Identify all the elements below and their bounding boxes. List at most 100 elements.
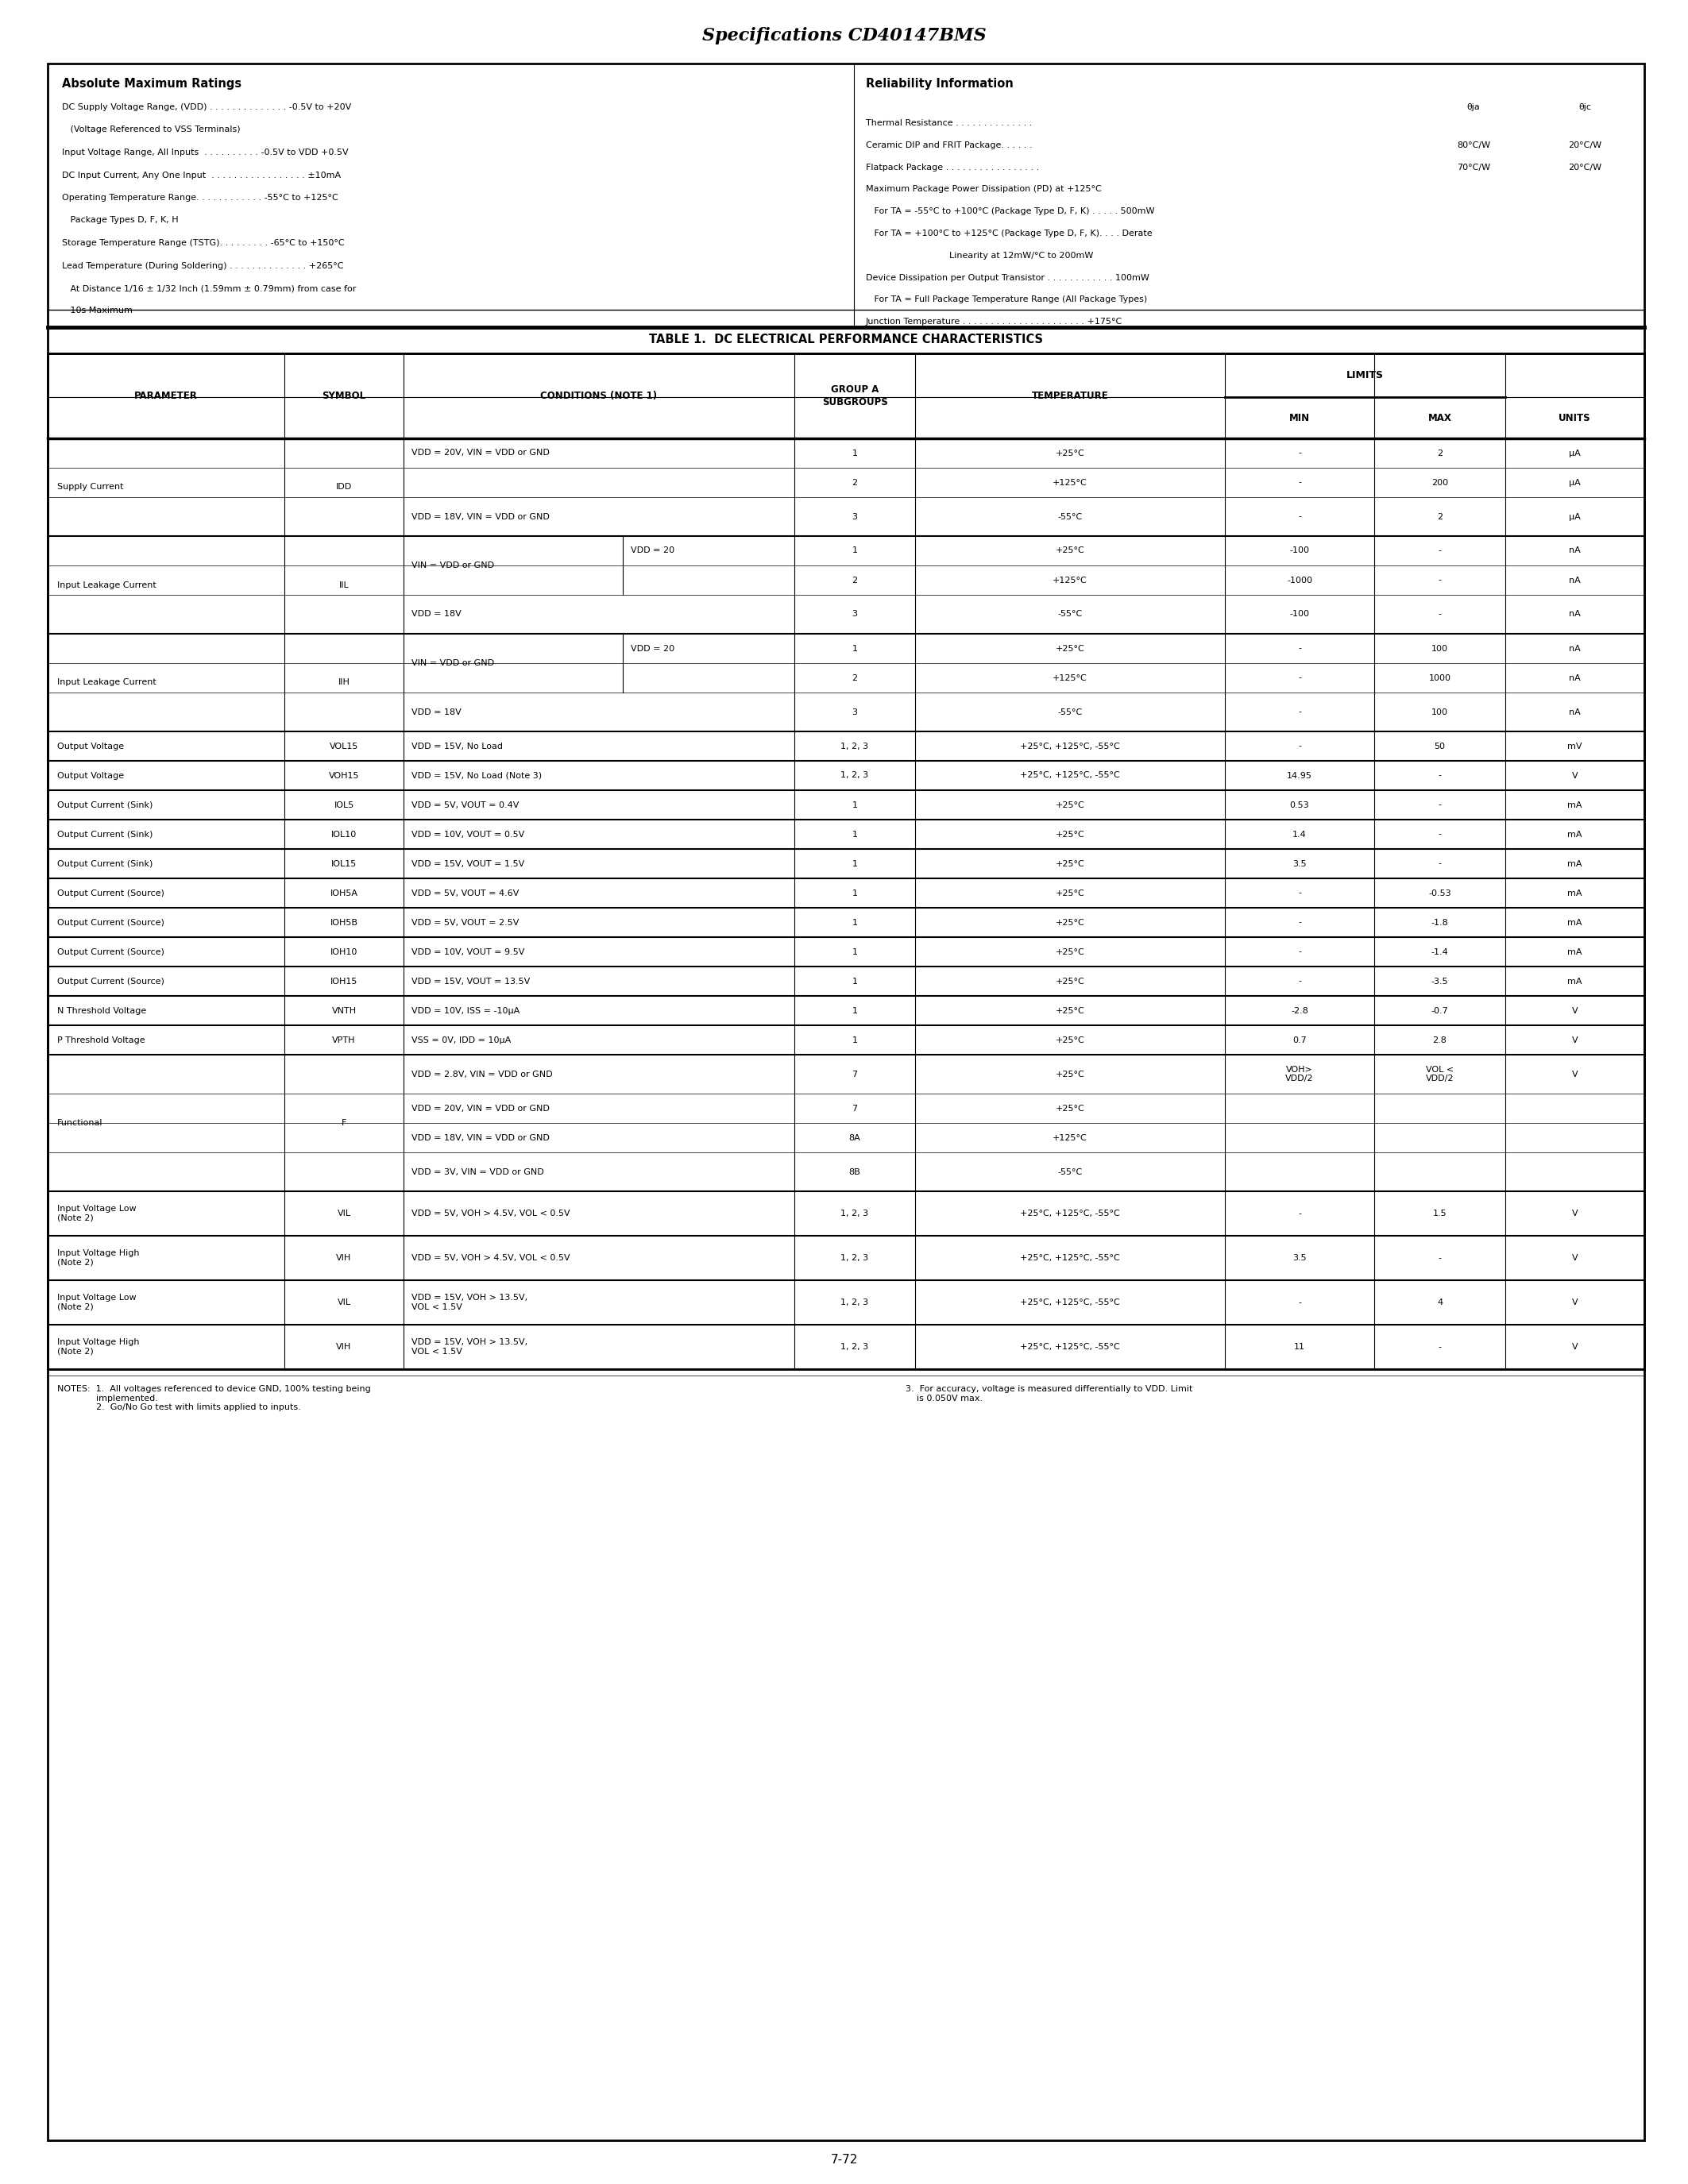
Text: DC Input Current, Any One Input  . . . . . . . . . . . . . . . . . ±10mA: DC Input Current, Any One Input . . . . …	[62, 170, 341, 179]
Text: V: V	[1572, 1299, 1578, 1306]
Text: mA: mA	[1568, 802, 1582, 808]
Text: Input Voltage High
(Note 2): Input Voltage High (Note 2)	[57, 1339, 140, 1356]
Text: 2.8: 2.8	[1433, 1035, 1447, 1044]
Text: VDD = 15V, VOH > 13.5V,
VOL < 1.5V: VDD = 15V, VOH > 13.5V, VOL < 1.5V	[412, 1293, 528, 1310]
Text: VDD = 15V, No Load (Note 3): VDD = 15V, No Load (Note 3)	[412, 771, 542, 780]
Text: +25°C, +125°C, -55°C: +25°C, +125°C, -55°C	[1020, 1254, 1119, 1262]
Text: Supply Current: Supply Current	[57, 483, 123, 491]
Text: 1, 2, 3: 1, 2, 3	[841, 1343, 869, 1352]
Text: -: -	[1438, 1343, 1442, 1352]
Text: VOL15: VOL15	[329, 743, 358, 749]
Text: 50: 50	[1435, 743, 1445, 749]
Text: 100: 100	[1431, 644, 1448, 653]
Text: 2: 2	[1436, 513, 1443, 520]
Text: 2: 2	[852, 577, 858, 583]
Text: 10s Maximum: 10s Maximum	[62, 308, 133, 314]
Text: V: V	[1572, 1035, 1578, 1044]
Text: nA: nA	[1568, 577, 1580, 583]
Text: V: V	[1572, 1254, 1578, 1262]
Text: Storage Temperature Range (TSTG). . . . . . . . . -65°C to +150°C: Storage Temperature Range (TSTG). . . . …	[62, 238, 344, 247]
Text: Junction Temperature . . . . . . . . . . . . . . . . . . . . . . +175°C: Junction Temperature . . . . . . . . . .…	[866, 319, 1123, 325]
Text: Operating Temperature Range. . . . . . . . . . . . -55°C to +125°C: Operating Temperature Range. . . . . . .…	[62, 194, 338, 201]
Text: Output Current (Sink): Output Current (Sink)	[57, 860, 154, 867]
Text: 1: 1	[852, 546, 858, 555]
Text: V: V	[1572, 1070, 1578, 1079]
Text: nA: nA	[1568, 609, 1580, 618]
Text: -: -	[1438, 802, 1442, 808]
Text: -: -	[1438, 546, 1442, 555]
Text: 3.5: 3.5	[1293, 860, 1307, 867]
Text: Ceramic DIP and FRIT Package. . . . . .: Ceramic DIP and FRIT Package. . . . . .	[866, 142, 1033, 149]
Text: VDD = 20V, VIN = VDD or GND: VDD = 20V, VIN = VDD or GND	[412, 450, 550, 456]
Text: TABLE 1.  DC ELECTRICAL PERFORMANCE CHARACTERISTICS: TABLE 1. DC ELECTRICAL PERFORMANCE CHARA…	[648, 334, 1043, 345]
Text: 0.7: 0.7	[1293, 1035, 1307, 1044]
Text: 3.  For accuracy, voltage is measured differentially to VDD. Limit
    is 0.050V: 3. For accuracy, voltage is measured dif…	[905, 1385, 1193, 1402]
Text: 0.53: 0.53	[1290, 802, 1310, 808]
Text: VDD = 15V, VOUT = 13.5V: VDD = 15V, VOUT = 13.5V	[412, 976, 530, 985]
Text: CONDITIONS (NOTE 1): CONDITIONS (NOTE 1)	[540, 391, 657, 402]
Text: -: -	[1298, 919, 1301, 926]
Text: Specifications CD40147BMS: Specifications CD40147BMS	[702, 26, 986, 44]
Text: Output Current (Source): Output Current (Source)	[57, 948, 164, 957]
Text: -100: -100	[1290, 546, 1310, 555]
Text: VIL: VIL	[338, 1299, 351, 1306]
Text: IDD: IDD	[336, 483, 353, 491]
Text: VDD = 18V, VIN = VDD or GND: VDD = 18V, VIN = VDD or GND	[412, 513, 550, 520]
Text: -2.8: -2.8	[1291, 1007, 1308, 1016]
Text: +25°C: +25°C	[1055, 1035, 1085, 1044]
Text: 3: 3	[852, 609, 858, 618]
Text: F: F	[341, 1118, 346, 1127]
Text: SYMBOL: SYMBOL	[322, 391, 366, 402]
Text: VIN = VDD or GND: VIN = VDD or GND	[412, 660, 495, 666]
Text: VDD = 15V, No Load: VDD = 15V, No Load	[412, 743, 503, 749]
Text: 70°C/W: 70°C/W	[1457, 164, 1491, 170]
Text: Lead Temperature (During Soldering) . . . . . . . . . . . . . . +265°C: Lead Temperature (During Soldering) . . …	[62, 262, 344, 269]
Text: Input Leakage Current: Input Leakage Current	[57, 581, 157, 590]
Text: V: V	[1572, 1007, 1578, 1016]
Text: -: -	[1298, 478, 1301, 487]
Text: VOL <
VDD/2: VOL < VDD/2	[1426, 1066, 1453, 1083]
Text: Output Voltage: Output Voltage	[57, 743, 123, 749]
Text: 1, 2, 3: 1, 2, 3	[841, 1210, 869, 1216]
Text: Output Current (Source): Output Current (Source)	[57, 976, 164, 985]
Text: VDD = 5V, VOUT = 4.6V: VDD = 5V, VOUT = 4.6V	[412, 889, 518, 898]
Text: 2: 2	[852, 478, 858, 487]
Text: Package Types D, F, K, H: Package Types D, F, K, H	[62, 216, 179, 225]
Text: VDD = 15V, VOH > 13.5V,
VOL < 1.5V: VDD = 15V, VOH > 13.5V, VOL < 1.5V	[412, 1339, 528, 1356]
Text: NOTES:  1.  All voltages referenced to device GND, 100% testing being
          : NOTES: 1. All voltages referenced to dev…	[57, 1385, 371, 1411]
Text: VDD = 18V: VDD = 18V	[412, 609, 461, 618]
Text: 1: 1	[852, 802, 858, 808]
Text: -: -	[1298, 644, 1301, 653]
Text: 1: 1	[852, 919, 858, 926]
Text: VIH: VIH	[336, 1343, 351, 1352]
Text: 1.4: 1.4	[1293, 830, 1307, 839]
Text: 8A: 8A	[849, 1133, 861, 1142]
Text: +25°C, +125°C, -55°C: +25°C, +125°C, -55°C	[1020, 1299, 1119, 1306]
Text: -: -	[1298, 450, 1301, 456]
Text: 200: 200	[1431, 478, 1448, 487]
Text: For TA = +100°C to +125°C (Package Type D, F, K). . . . Derate: For TA = +100°C to +125°C (Package Type …	[866, 229, 1153, 238]
Text: +25°C: +25°C	[1055, 948, 1085, 957]
Text: VIL: VIL	[338, 1210, 351, 1216]
Bar	[47, 354, 1644, 1369]
Text: Functional: Functional	[57, 1118, 103, 1127]
Text: -0.7: -0.7	[1431, 1007, 1448, 1016]
Text: VDD = 18V, VIN = VDD or GND: VDD = 18V, VIN = VDD or GND	[412, 1133, 550, 1142]
Text: 1000: 1000	[1428, 675, 1452, 681]
Text: VDD = 20: VDD = 20	[630, 546, 674, 555]
Text: VDD = 2.8V, VIN = VDD or GND: VDD = 2.8V, VIN = VDD or GND	[412, 1070, 552, 1079]
Text: Input Voltage Low
(Note 2): Input Voltage Low (Note 2)	[57, 1293, 137, 1310]
Text: nA: nA	[1568, 708, 1580, 716]
Text: +25°C: +25°C	[1055, 1070, 1085, 1079]
Text: -: -	[1438, 830, 1442, 839]
Text: μA: μA	[1568, 513, 1580, 520]
Text: +125°C: +125°C	[1053, 675, 1087, 681]
Text: VDD = 10V, VOUT = 0.5V: VDD = 10V, VOUT = 0.5V	[412, 830, 525, 839]
Text: N Threshold Voltage: N Threshold Voltage	[57, 1007, 147, 1016]
Text: Input Voltage High
(Note 2): Input Voltage High (Note 2)	[57, 1249, 140, 1267]
Text: 1, 2, 3: 1, 2, 3	[841, 1254, 869, 1262]
Text: mA: mA	[1568, 830, 1582, 839]
Text: +25°C: +25°C	[1055, 802, 1085, 808]
Text: +25°C: +25°C	[1055, 976, 1085, 985]
Text: At Distance 1/16 ± 1/32 Inch (1.59mm ± 0.79mm) from case for: At Distance 1/16 ± 1/32 Inch (1.59mm ± 0…	[62, 284, 356, 293]
